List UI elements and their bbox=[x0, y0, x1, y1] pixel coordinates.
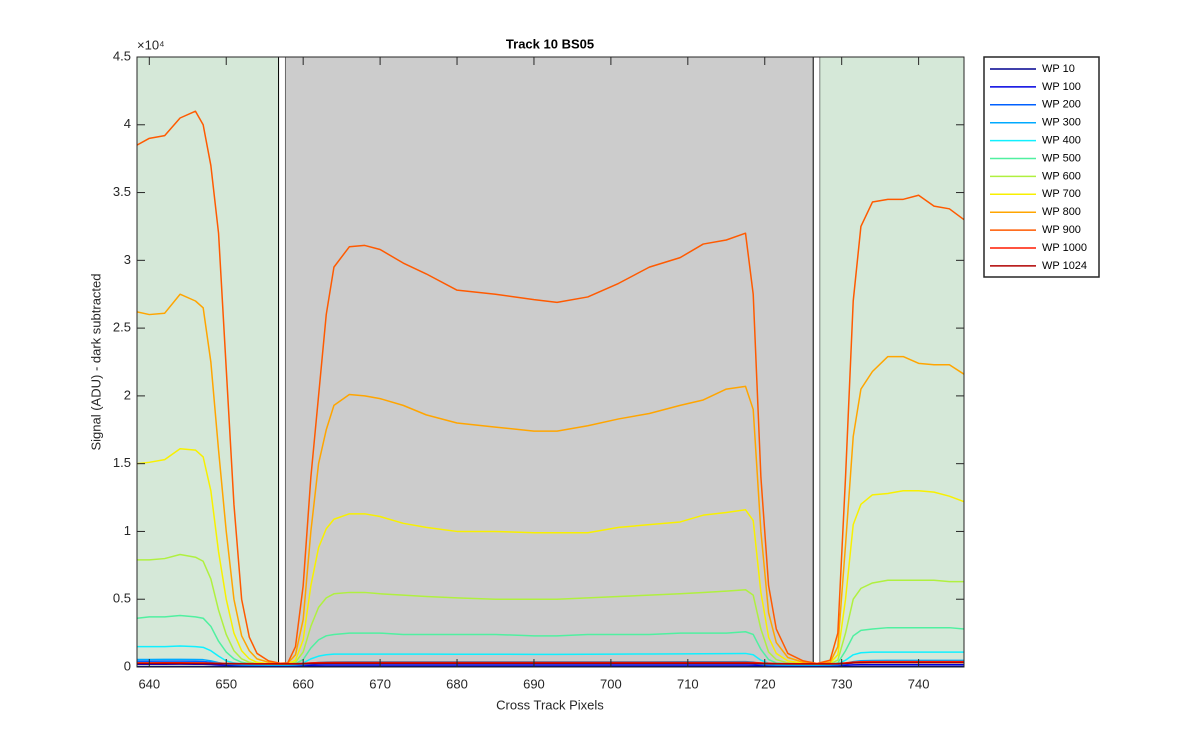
series-line bbox=[137, 661, 964, 665]
shaded-region bbox=[812, 56, 821, 668]
x-tick-label: 730 bbox=[831, 676, 853, 691]
series-line bbox=[137, 293, 964, 665]
x-tick-label: 740 bbox=[908, 676, 930, 691]
exponent-label: ×10⁴ bbox=[137, 37, 165, 52]
x-axis-label: Cross Track Pixels bbox=[496, 697, 604, 712]
legend-label: WP 400 bbox=[1042, 135, 1081, 147]
x-tick-label: 700 bbox=[600, 676, 622, 691]
x-tick-label: 660 bbox=[292, 676, 314, 691]
y-tick-label: 2 bbox=[124, 387, 131, 402]
plot-lines bbox=[137, 110, 964, 667]
series-line bbox=[137, 448, 964, 665]
y-axis-label: Signal (ADU) - dark subtracted bbox=[88, 273, 103, 450]
y-tick-label: 3 bbox=[124, 252, 131, 267]
x-tick-label: 680 bbox=[446, 676, 468, 691]
legend-label: WP 600 bbox=[1042, 170, 1081, 182]
y-tick-label: 1 bbox=[124, 523, 131, 538]
legend-label: WP 10 bbox=[1042, 63, 1075, 75]
legend-label: WP 700 bbox=[1042, 188, 1081, 200]
legend-label: WP 200 bbox=[1042, 99, 1081, 111]
x-tick-label: 720 bbox=[754, 676, 776, 691]
x-tick-label: 690 bbox=[523, 676, 545, 691]
series-line bbox=[137, 553, 964, 665]
legend-box bbox=[983, 56, 1100, 278]
legend-label: WP 300 bbox=[1042, 117, 1081, 129]
shaded-region bbox=[285, 57, 814, 667]
legend-label: WP 1000 bbox=[1042, 242, 1087, 254]
y-tick-label: 0.5 bbox=[113, 591, 131, 606]
x-tick-label: 670 bbox=[369, 676, 391, 691]
y-tick-label: 1.5 bbox=[113, 455, 131, 470]
legend-label: WP 800 bbox=[1042, 206, 1081, 218]
legend-label: WP 1024 bbox=[1042, 260, 1087, 272]
shaded-region bbox=[278, 56, 286, 668]
y-tick-label: 4 bbox=[124, 116, 131, 131]
shaded-regions bbox=[137, 56, 964, 668]
legend-label: WP 900 bbox=[1042, 224, 1081, 236]
axes-box bbox=[136, 56, 965, 668]
x-tick-label: 650 bbox=[215, 676, 237, 691]
series-line bbox=[137, 614, 964, 666]
axes: 0 0.5 1 1.5 2 2.5 3 3.5 4 4.5 640 650 660 670 680 690 70… bbox=[113, 48, 964, 691]
y-tick-label: 2.5 bbox=[113, 320, 131, 335]
series-line bbox=[137, 110, 964, 665]
legend-label: WP 500 bbox=[1042, 152, 1081, 164]
y-tick-label: 4.5 bbox=[113, 48, 131, 63]
legend-label: WP 100 bbox=[1042, 81, 1081, 93]
x-tick-label: 640 bbox=[138, 676, 160, 691]
y-tick-label: 3.5 bbox=[113, 184, 131, 199]
shaded-region bbox=[820, 57, 964, 667]
x-tick-label: 710 bbox=[677, 676, 699, 691]
legend: WP 10 WP 100 WP 200 WP 300 WP 400 WP 500 WP 60… bbox=[983, 56, 1100, 278]
y-tick-label: 0 bbox=[124, 658, 131, 673]
chart-title: Track 10 BS05 bbox=[506, 36, 594, 51]
shaded-region bbox=[137, 57, 279, 667]
